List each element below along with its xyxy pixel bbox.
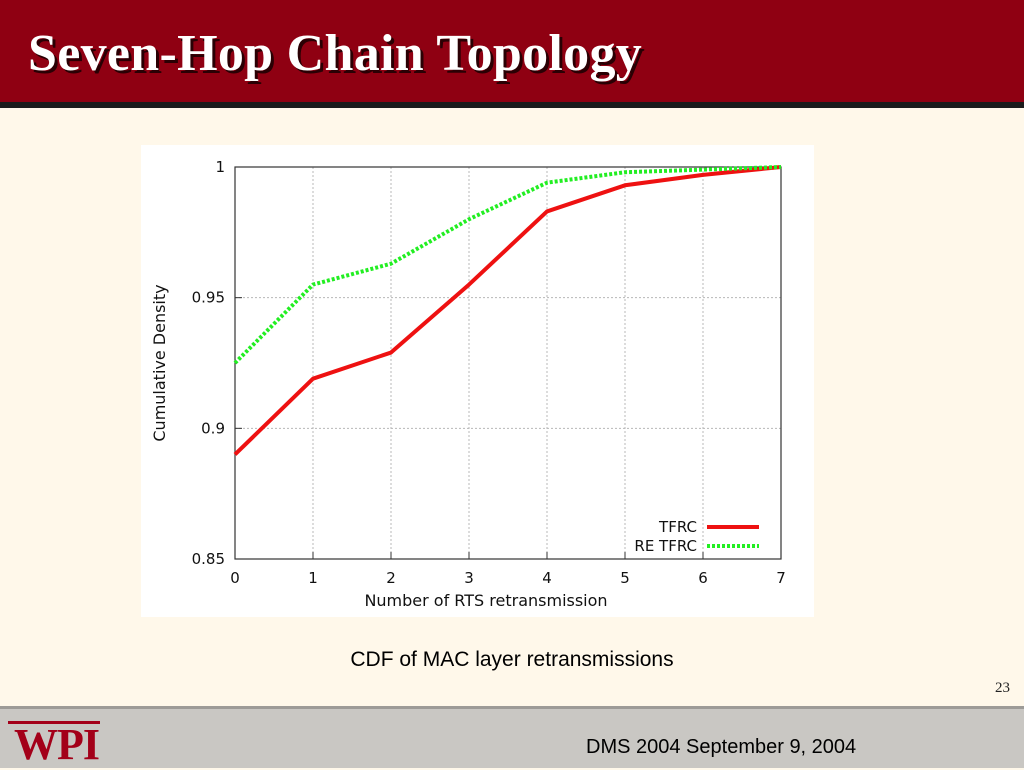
y-tick-label: 0.85 <box>192 550 225 568</box>
wpi-logo: WPI <box>6 717 102 769</box>
y-axis-label: Cumulative Density <box>150 284 169 441</box>
x-tick-label: 2 <box>386 569 396 587</box>
slide-title: Seven-Hop Chain Topology <box>28 24 642 83</box>
x-tick-label: 0 <box>230 569 240 587</box>
x-tick-label: 1 <box>308 569 318 587</box>
series-line-re-tfrc <box>235 167 781 363</box>
title-bar: Seven-Hop Chain Topology <box>0 0 1024 108</box>
chart-panel: 0 1 2 3 4 5 6 7 0.85 0.9 0.95 1 Number of RTS retran… <box>141 145 814 617</box>
x-tick-label: 3 <box>464 569 474 587</box>
x-tick-label: 5 <box>620 569 630 587</box>
legend-label: TFRC <box>658 518 697 536</box>
y-tick-label: 0.9 <box>201 419 225 437</box>
plot-frame <box>235 167 781 559</box>
y-tick-label: 1 <box>215 158 225 176</box>
x-tick-label: 4 <box>542 569 552 587</box>
footer-text: DMS 2004 September 9, 2004 <box>586 736 856 759</box>
footer-bar: WPI DMS 2004 September 9, 2004 <box>0 706 1024 768</box>
series-line-tfrc <box>235 167 781 454</box>
page-number: 23 <box>995 680 1010 697</box>
chart-caption: CDF of MAC layer retransmissions <box>0 648 1024 672</box>
x-tick-label: 6 <box>698 569 708 587</box>
cdf-chart: 0 1 2 3 4 5 6 7 0.85 0.9 0.95 1 Number of RTS retran… <box>141 145 814 617</box>
x-tick-label: 7 <box>776 569 786 587</box>
x-axis-label: Number of RTS retransmission <box>364 591 607 610</box>
logo-text: WPI <box>14 719 99 770</box>
legend-label: RE TFRC <box>634 537 697 555</box>
y-tick-label: 0.95 <box>192 289 225 307</box>
